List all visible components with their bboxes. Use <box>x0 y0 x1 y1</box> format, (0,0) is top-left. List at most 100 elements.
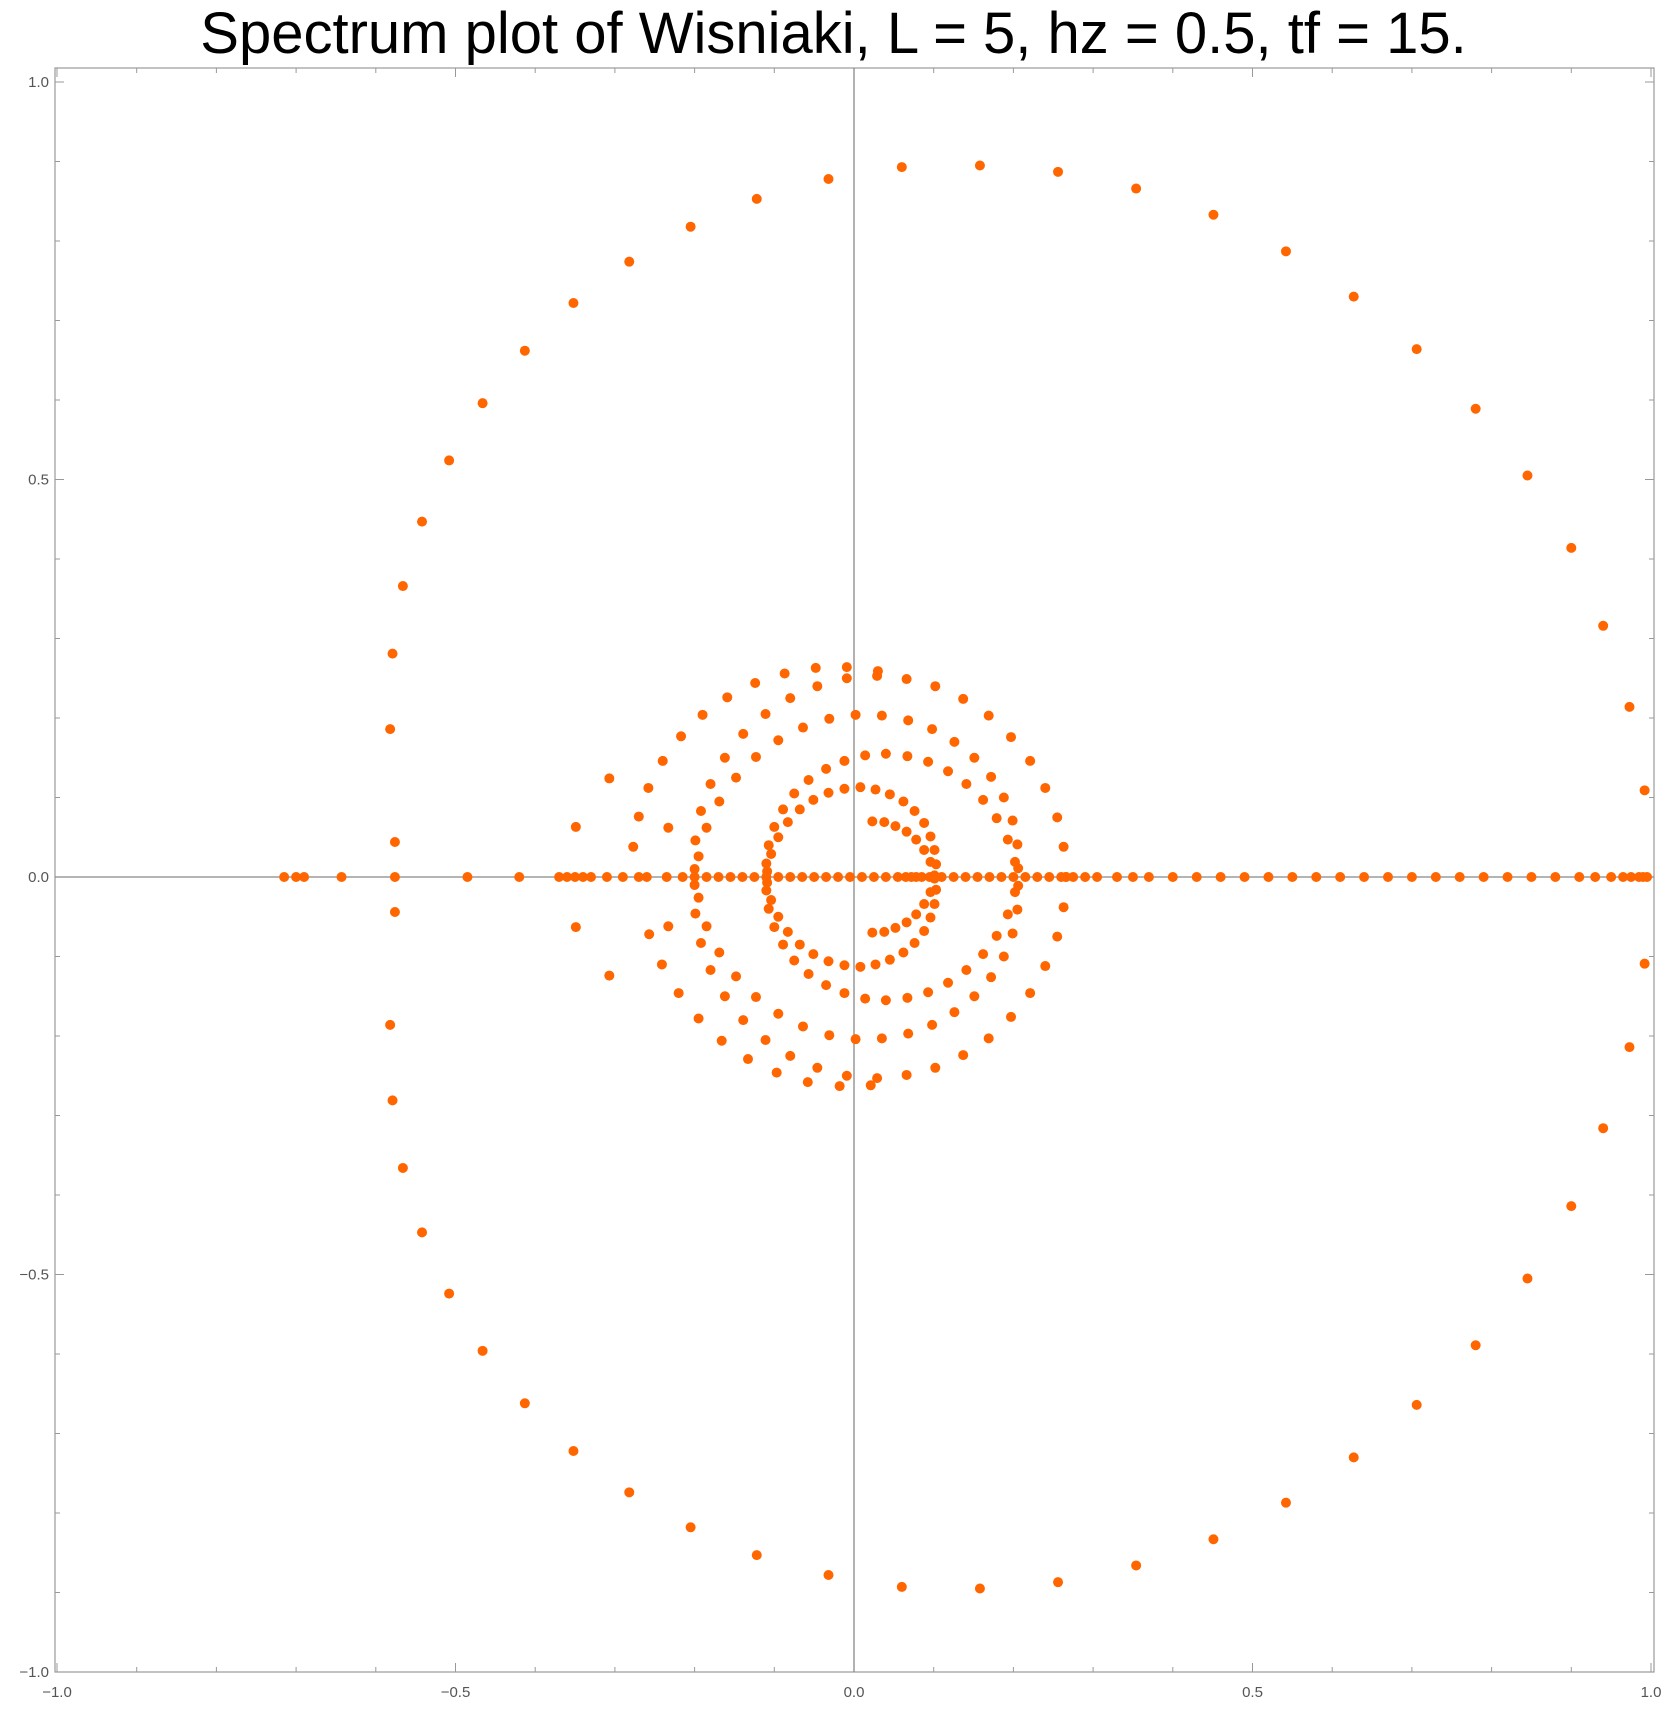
y-tick-label: 0.5 <box>28 472 49 489</box>
data-point <box>643 782 654 793</box>
data-point <box>705 965 716 976</box>
data-point <box>789 788 800 799</box>
data-point <box>1025 755 1036 766</box>
data-point <box>397 1162 408 1173</box>
data-point <box>991 930 1002 941</box>
data-point <box>689 872 700 882</box>
data-point <box>1013 863 1024 874</box>
data-point <box>1359 872 1370 882</box>
data-point <box>1263 872 1274 882</box>
data-point <box>1590 872 1601 882</box>
data-point <box>1191 872 1202 882</box>
data-point <box>803 775 814 786</box>
data-point <box>1280 1497 1291 1508</box>
data-point <box>389 872 400 882</box>
data-point <box>1618 872 1629 882</box>
data-point <box>701 921 712 932</box>
data-point <box>1040 782 1051 793</box>
data-point <box>929 899 940 910</box>
data-point <box>1131 1560 1142 1571</box>
data-point <box>930 1062 941 1073</box>
data-point <box>896 1581 907 1592</box>
data-point <box>766 848 777 859</box>
data-point <box>731 772 742 783</box>
data-point <box>713 872 724 882</box>
data-point <box>1522 1273 1533 1284</box>
data-point <box>1454 872 1465 882</box>
data-point <box>695 937 706 948</box>
data-point <box>943 766 954 777</box>
data-point <box>677 872 688 882</box>
data-point <box>742 1054 753 1065</box>
data-point <box>943 977 954 988</box>
data-point <box>839 988 850 999</box>
data-point <box>1348 291 1359 302</box>
data-point <box>760 709 771 720</box>
data-point <box>860 993 871 1004</box>
data-point <box>1626 872 1637 882</box>
data-point <box>417 516 428 527</box>
data-point <box>898 796 909 807</box>
data-point <box>880 995 891 1006</box>
data-point <box>1012 839 1023 850</box>
data-point <box>719 991 730 1002</box>
data-point <box>1053 166 1064 177</box>
data-point <box>998 951 1009 962</box>
data-point <box>737 872 748 882</box>
data-point <box>884 789 895 800</box>
data-point <box>823 787 834 798</box>
data-point <box>585 872 596 882</box>
data-point <box>779 668 790 679</box>
x-tick-label: 0.0 <box>844 1684 865 1701</box>
data-point <box>839 783 850 794</box>
data-point <box>705 778 716 789</box>
data-point <box>477 1345 488 1356</box>
data-point <box>519 345 530 356</box>
data-point <box>1215 872 1226 882</box>
data-point <box>773 832 784 843</box>
data-point <box>808 949 819 960</box>
y-tick-labels: 1.0 0.5 0.0 −0.5 −1.0 <box>19 74 49 1681</box>
data-point <box>578 872 589 882</box>
data-point <box>444 455 455 466</box>
data-point <box>1406 872 1417 882</box>
data-point <box>1040 961 1051 972</box>
data-point <box>960 872 971 882</box>
data-point <box>870 784 881 795</box>
data-point <box>1020 872 1031 882</box>
data-point <box>1430 872 1441 882</box>
data-point <box>751 1550 762 1561</box>
data-point <box>824 1030 835 1041</box>
data-point <box>1032 872 1043 882</box>
data-point <box>1624 701 1635 712</box>
data-point <box>821 763 832 774</box>
data-point <box>896 162 907 173</box>
data-point <box>1007 928 1018 939</box>
data-point <box>763 903 774 914</box>
data-point <box>916 872 927 882</box>
data-point <box>1008 872 1019 882</box>
data-point <box>690 908 701 919</box>
data-point <box>834 1081 845 1092</box>
data-point <box>1642 872 1653 882</box>
data-point <box>601 872 612 882</box>
data-point <box>444 1288 455 1299</box>
data-point <box>750 751 761 762</box>
data-point <box>663 921 674 932</box>
data-point <box>417 1227 428 1238</box>
data-point <box>751 193 762 204</box>
data-point <box>617 872 628 882</box>
data-point <box>911 909 922 920</box>
data-point <box>387 1095 398 1106</box>
data-point <box>925 831 936 842</box>
data-point <box>725 872 736 882</box>
data-point <box>972 872 983 882</box>
data-point <box>773 1008 784 1019</box>
data-point <box>810 662 821 673</box>
data-point <box>554 872 565 882</box>
data-point <box>1470 403 1481 414</box>
data-point <box>1167 872 1178 882</box>
data-point <box>867 816 878 827</box>
data-point <box>750 992 761 1003</box>
